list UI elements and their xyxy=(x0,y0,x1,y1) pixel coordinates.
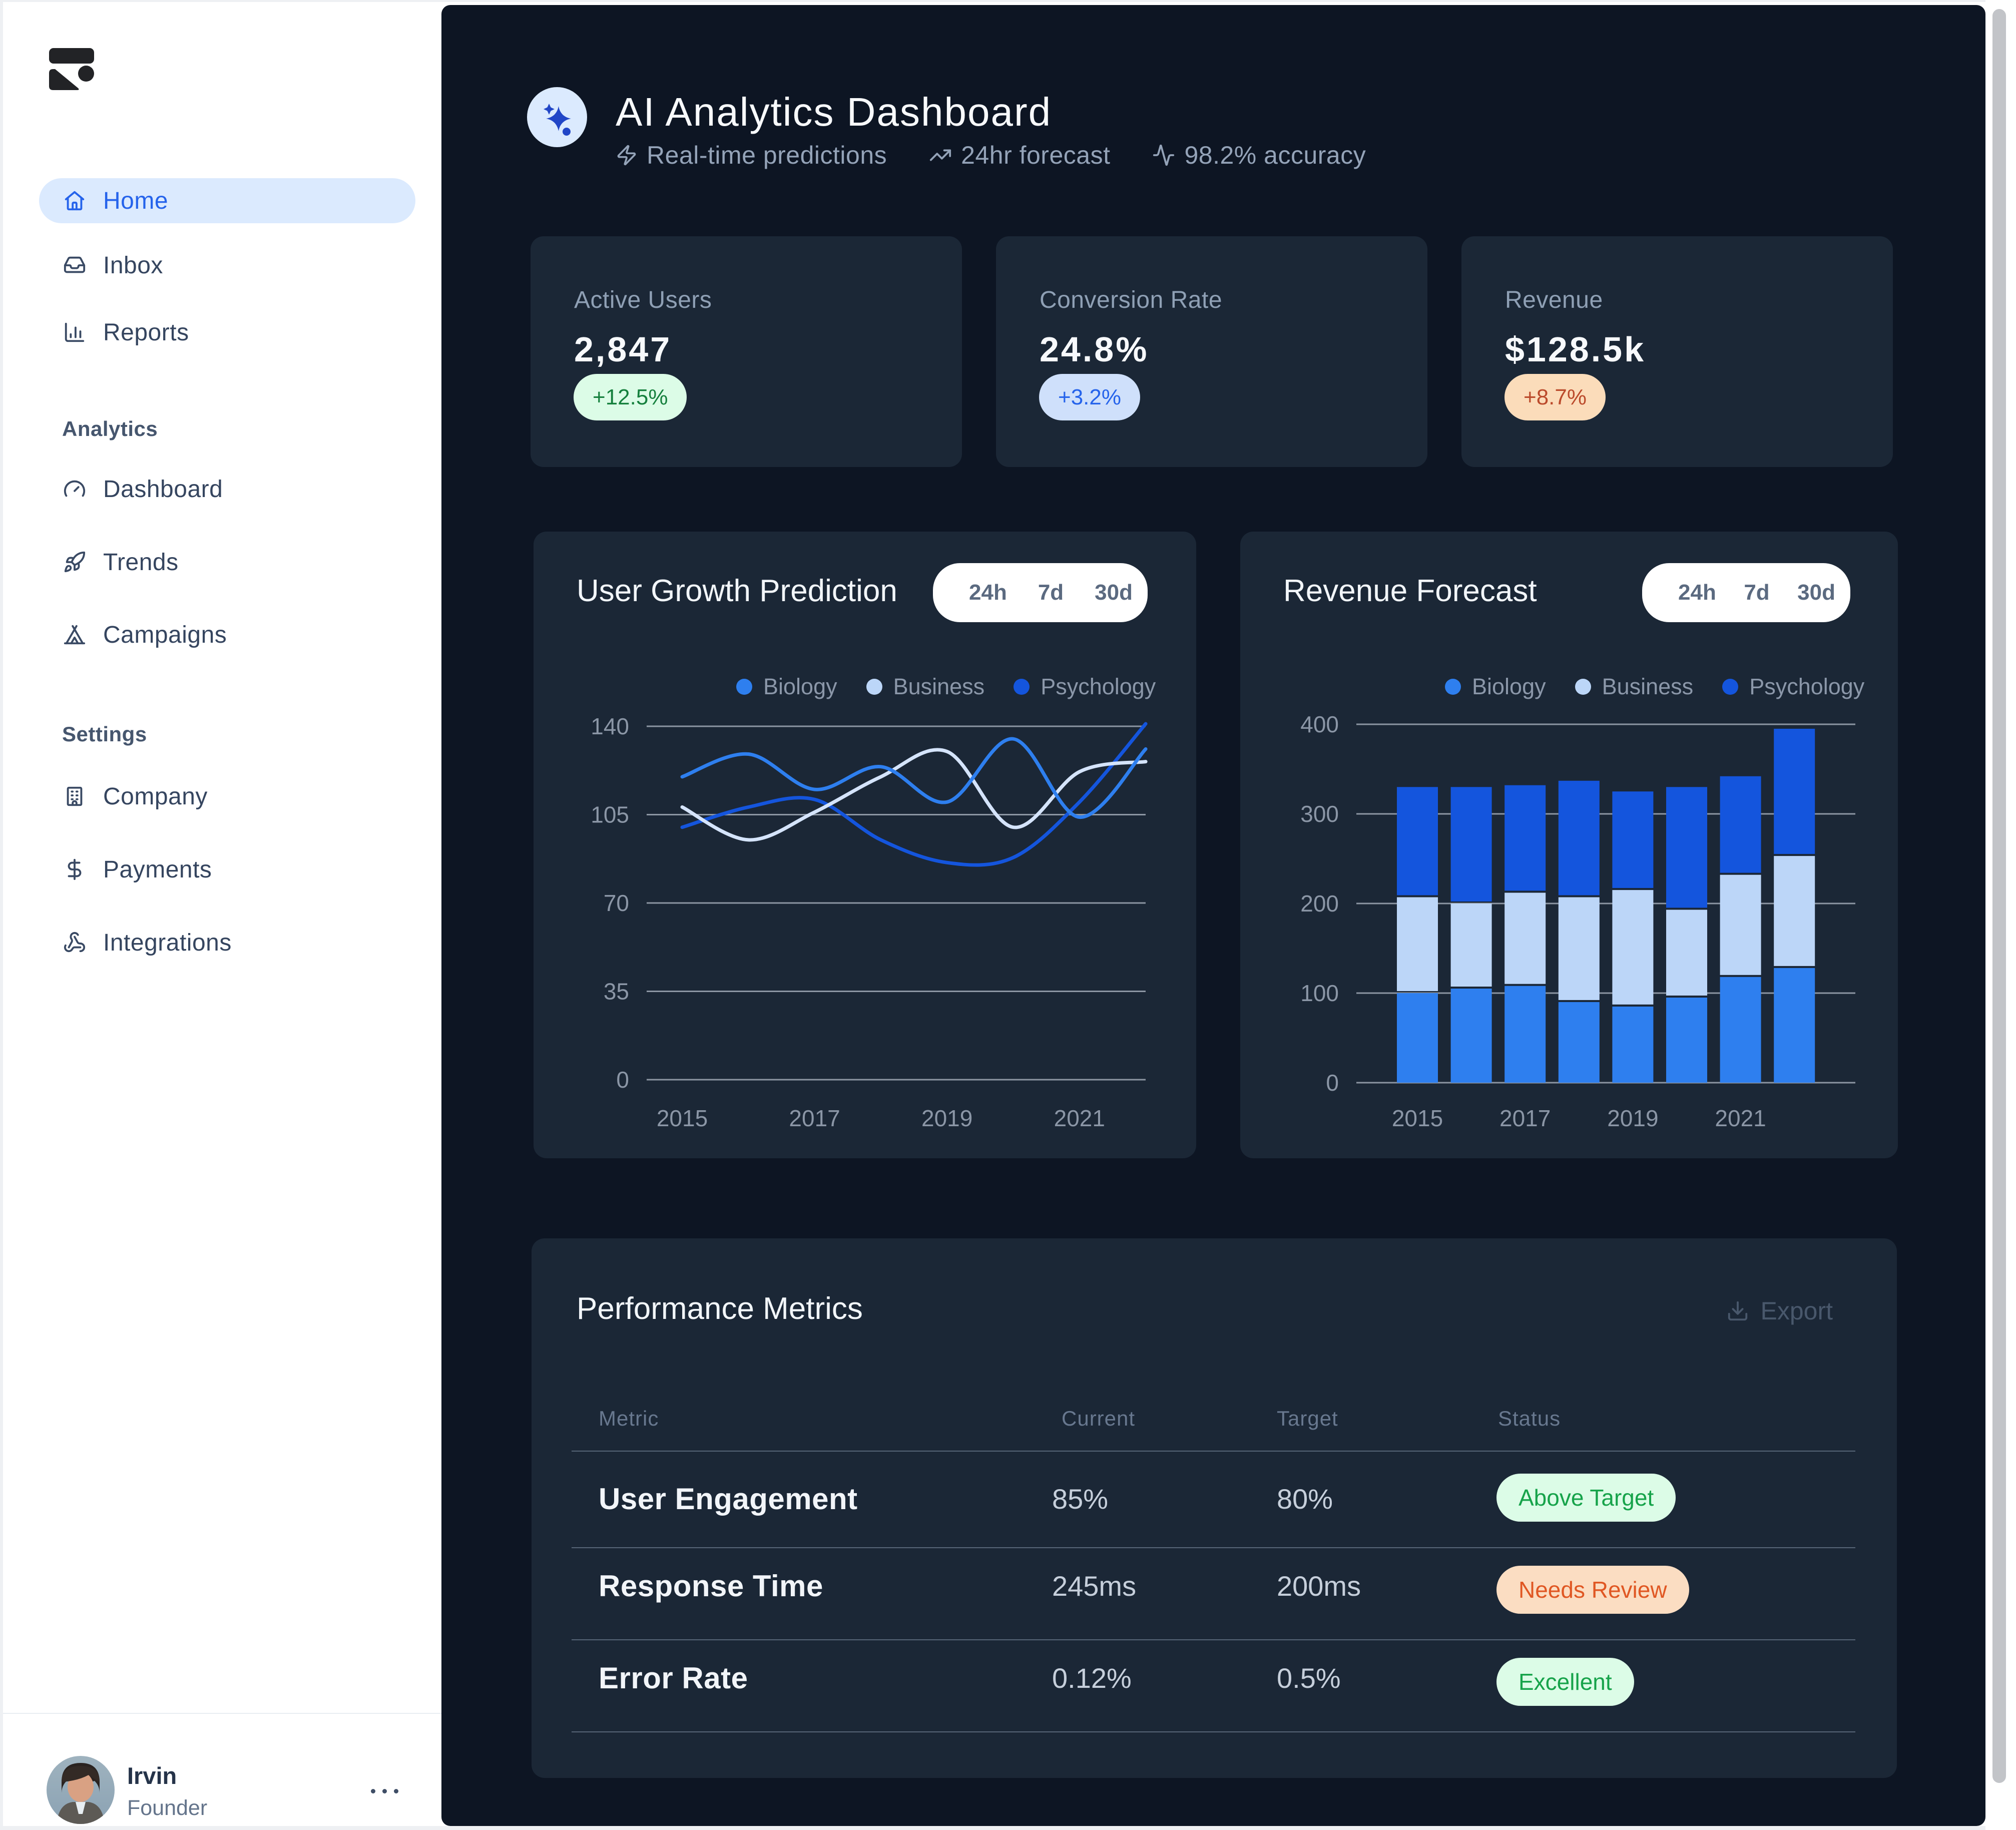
svg-text:2017: 2017 xyxy=(789,1105,840,1131)
svg-text:2021: 2021 xyxy=(1054,1105,1105,1131)
svg-text:35: 35 xyxy=(604,979,629,1005)
svg-text:2015: 2015 xyxy=(657,1105,708,1131)
svg-text:140: 140 xyxy=(591,713,629,739)
svg-text:105: 105 xyxy=(591,802,629,828)
svg-text:400: 400 xyxy=(1300,711,1339,737)
svg-text:2021: 2021 xyxy=(1715,1105,1766,1131)
svg-text:70: 70 xyxy=(604,890,629,916)
svg-text:300: 300 xyxy=(1300,801,1339,827)
svg-text:0: 0 xyxy=(616,1067,629,1093)
svg-text:200: 200 xyxy=(1300,890,1339,917)
svg-text:0: 0 xyxy=(1326,1070,1339,1096)
svg-text:2019: 2019 xyxy=(1607,1105,1658,1131)
svg-text:2017: 2017 xyxy=(1499,1105,1551,1131)
svg-text:100: 100 xyxy=(1300,980,1339,1006)
svg-text:2015: 2015 xyxy=(1392,1105,1443,1131)
svg-text:2019: 2019 xyxy=(921,1105,972,1131)
